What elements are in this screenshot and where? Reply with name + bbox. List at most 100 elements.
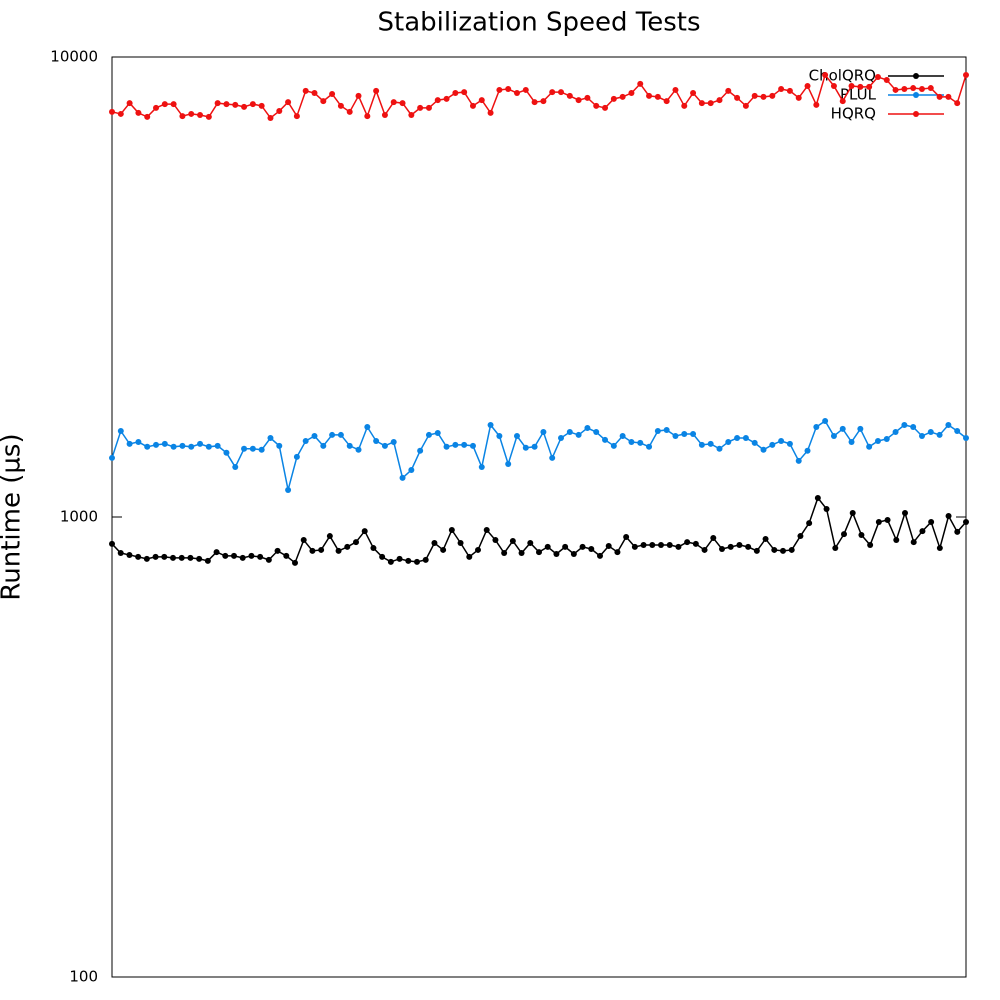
data-point xyxy=(126,551,133,558)
data-point xyxy=(267,114,274,121)
data-point xyxy=(646,92,653,99)
data-point xyxy=(466,553,473,560)
data-point xyxy=(771,546,778,553)
data-point xyxy=(619,432,626,439)
data-point xyxy=(434,97,441,104)
data-point xyxy=(205,113,212,120)
data-point xyxy=(883,77,890,84)
data-point xyxy=(326,533,333,540)
data-point xyxy=(197,440,204,447)
data-point xyxy=(584,425,591,432)
data-point xyxy=(857,425,864,432)
data-point xyxy=(637,80,644,87)
data-point xyxy=(522,444,529,451)
data-point xyxy=(518,550,525,557)
data-point xyxy=(346,442,353,449)
data-point xyxy=(875,519,882,526)
data-point xyxy=(422,556,429,563)
data-point xyxy=(575,431,582,438)
data-point xyxy=(640,542,647,549)
data-point xyxy=(249,101,256,108)
data-point xyxy=(544,543,551,550)
data-point xyxy=(143,555,150,562)
data-point xyxy=(602,104,609,111)
data-point xyxy=(954,528,961,535)
data-point xyxy=(204,557,211,564)
data-point xyxy=(593,102,600,109)
data-point xyxy=(579,543,586,550)
data-point xyxy=(954,428,961,435)
y-tick-label: 1000 xyxy=(60,508,98,526)
data-point xyxy=(830,82,837,89)
data-point xyxy=(408,467,415,474)
data-point xyxy=(566,429,573,436)
data-point xyxy=(144,113,151,120)
data-point xyxy=(257,553,264,560)
data-point xyxy=(698,441,705,448)
data-point xyxy=(505,460,512,467)
data-point xyxy=(804,82,811,89)
data-point xyxy=(161,101,168,108)
data-point xyxy=(963,519,969,526)
data-point xyxy=(597,552,603,559)
data-point xyxy=(769,92,776,99)
data-point xyxy=(187,554,194,561)
data-point xyxy=(399,474,406,481)
data-point xyxy=(443,443,450,450)
data-point xyxy=(936,545,943,552)
data-point xyxy=(788,546,795,553)
data-point xyxy=(513,432,520,439)
data-point xyxy=(425,431,432,438)
data-point xyxy=(753,547,760,554)
data-point xyxy=(549,89,556,96)
data-point xyxy=(431,539,438,546)
data-point xyxy=(309,547,316,554)
data-point xyxy=(874,73,881,80)
data-point xyxy=(178,554,185,561)
data-point xyxy=(918,432,925,439)
data-point xyxy=(527,539,534,546)
data-point xyxy=(797,533,804,540)
data-point xyxy=(513,90,520,97)
plot-frame xyxy=(111,56,967,978)
data-point xyxy=(285,486,292,493)
data-point xyxy=(848,438,855,445)
data-point xyxy=(795,457,802,464)
data-point xyxy=(469,442,476,449)
legend-marker xyxy=(913,111,919,117)
data-point xyxy=(893,537,900,544)
data-point xyxy=(381,112,388,119)
data-point xyxy=(681,431,688,438)
data-point xyxy=(945,421,952,428)
data-point xyxy=(469,102,476,109)
data-point xyxy=(274,547,281,554)
data-point xyxy=(540,98,547,105)
data-point xyxy=(318,546,325,553)
data-point xyxy=(945,93,952,100)
data-point xyxy=(355,92,362,99)
data-point xyxy=(566,92,573,99)
data-point xyxy=(179,442,186,449)
data-point xyxy=(337,431,344,438)
data-point xyxy=(884,517,891,524)
data-point xyxy=(355,446,362,453)
data-point xyxy=(267,435,274,442)
data-point xyxy=(425,104,432,111)
data-point xyxy=(692,540,699,547)
data-point xyxy=(496,432,503,439)
data-point xyxy=(745,543,752,550)
data-point xyxy=(902,510,908,517)
data-point xyxy=(806,520,813,527)
data-point xyxy=(936,431,943,438)
data-point xyxy=(188,110,195,117)
data-point xyxy=(841,531,847,538)
data-point xyxy=(214,100,221,107)
data-point xyxy=(830,432,837,439)
data-point xyxy=(654,93,661,100)
data-point xyxy=(487,109,494,116)
data-point xyxy=(610,95,617,102)
data-point xyxy=(483,526,490,533)
data-point xyxy=(954,100,961,107)
data-point xyxy=(364,113,371,120)
data-point xyxy=(570,550,577,557)
